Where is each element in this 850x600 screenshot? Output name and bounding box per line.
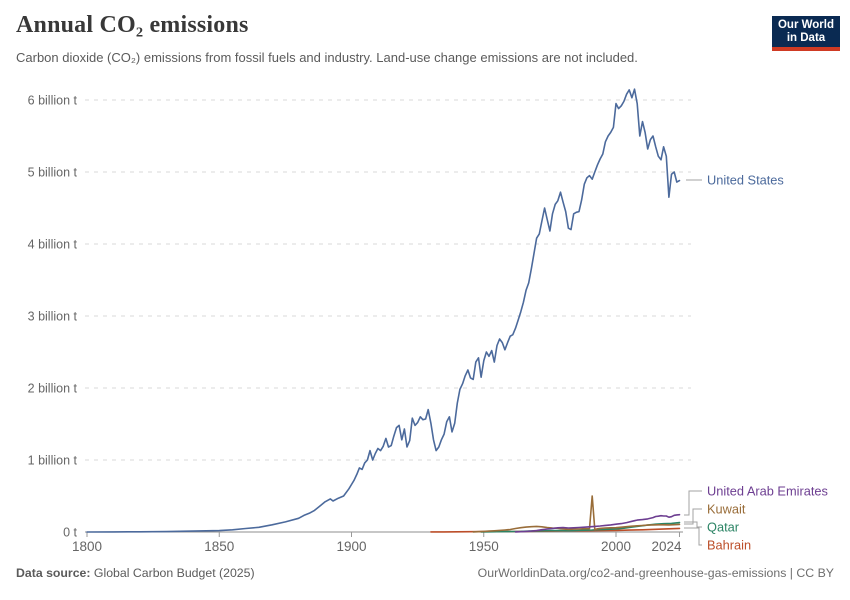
y-tick-label: 5 billion t [28,166,78,180]
x-tick-label: 1850 [204,539,234,554]
x-tick-label: 2024 [651,539,682,554]
series-label-united-states[interactable]: United States [707,173,784,188]
x-tick-label: 2000 [601,539,631,554]
data-source: Data source: Global Carbon Budget (2025) [16,566,255,580]
page-title: Annual CO₂ emissions [16,12,249,38]
y-tick-label: 3 billion t [28,310,78,324]
license-credit: OurWorldinData.org/co2-and-greenhouse-ga… [477,566,834,580]
owid-logo[interactable]: Our World in Data [772,16,840,51]
series-label-bahrain[interactable]: Bahrain [707,538,751,553]
owid-logo-line1: Our World [777,18,834,31]
y-tick-label: 0 t [63,526,77,540]
series-label-united-arab-emirates[interactable]: United Arab Emirates [707,484,828,499]
data-source-label: Data source: [16,566,91,580]
data-source-value: Global Carbon Budget (2025) [93,566,255,580]
y-tick-label: 6 billion t [28,94,78,108]
series-label-qatar[interactable]: Qatar [707,520,740,535]
x-tick-label: 1950 [469,539,499,554]
y-tick-label: 4 billion t [28,238,78,252]
y-tick-label: 2 billion t [28,382,78,396]
series-line-kuwait[interactable] [472,495,681,533]
series-line-united-states[interactable] [86,88,681,533]
x-tick-label: 1800 [72,539,102,554]
chart-footer: Data source: Global Carbon Budget (2025)… [16,566,834,580]
series-label-kuwait[interactable]: Kuwait [707,502,746,517]
chart-subtitle: Carbon dioxide (CO₂) emissions from foss… [16,50,638,65]
owid-logo-line2: in Data [786,31,826,44]
label-connector-bahrain [684,527,702,546]
x-tick-label: 1900 [336,539,366,554]
series-line-united-arab-emirates[interactable] [514,513,681,533]
label-connector-united-arab-emirates [684,490,702,516]
label-connector-qatar [684,521,702,528]
label-connector-kuwait [684,508,702,525]
y-tick-label: 1 billion t [28,454,78,468]
